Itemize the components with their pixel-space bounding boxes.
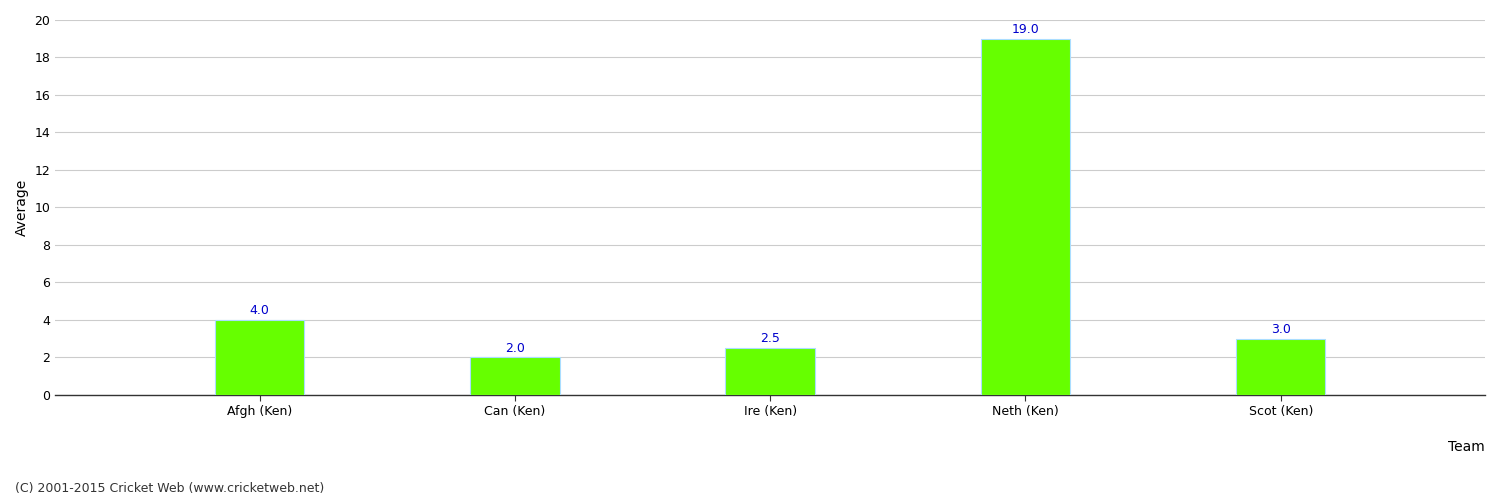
Text: 19.0: 19.0: [1011, 23, 1040, 36]
Bar: [1236, 338, 1326, 395]
Text: 2.0: 2.0: [506, 342, 525, 354]
Text: 2.5: 2.5: [760, 332, 780, 345]
Bar: [214, 320, 304, 395]
Bar: [981, 38, 1070, 395]
Text: 4.0: 4.0: [249, 304, 270, 317]
Y-axis label: Average: Average: [15, 179, 28, 236]
Text: (C) 2001-2015 Cricket Web (www.cricketweb.net): (C) 2001-2015 Cricket Web (www.cricketwe…: [15, 482, 324, 495]
Bar: [470, 358, 560, 395]
Text: Team: Team: [1448, 440, 1485, 454]
Text: 3.0: 3.0: [1270, 323, 1290, 336]
Bar: [726, 348, 815, 395]
